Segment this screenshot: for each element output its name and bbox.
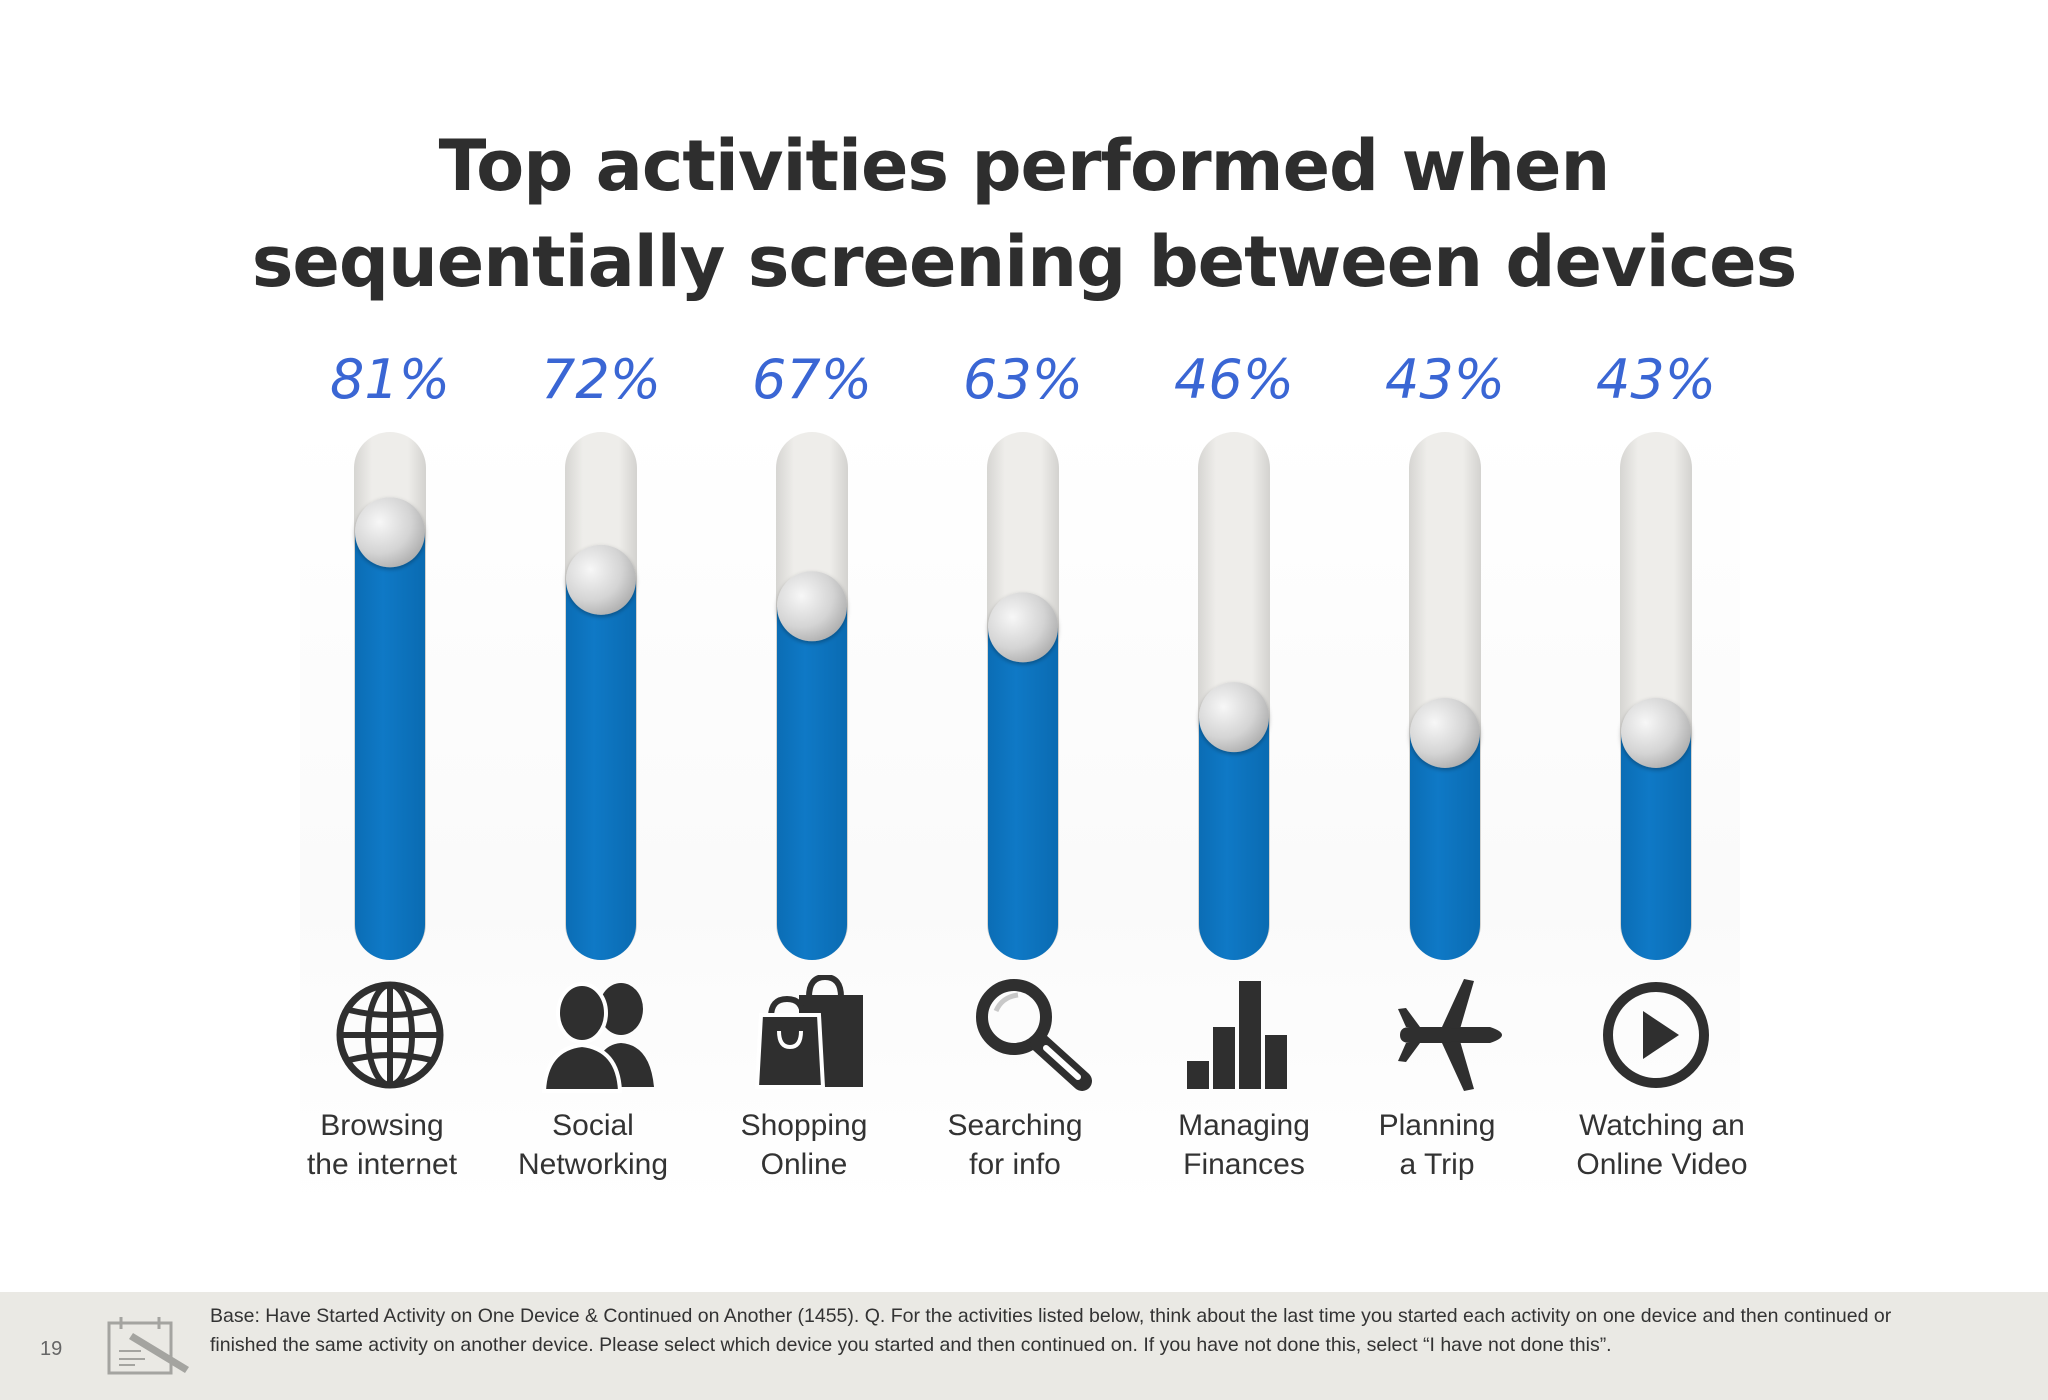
bar-fill bbox=[1410, 732, 1480, 960]
category-label-line: Watching an bbox=[1579, 1109, 1745, 1142]
category-label-line: Online Video bbox=[1576, 1148, 1748, 1181]
play-icon bbox=[1591, 975, 1721, 1095]
value-label-2: 72% bbox=[540, 348, 662, 411]
category-label-line: Shopping bbox=[740, 1109, 868, 1142]
bar-chart-icon bbox=[1169, 975, 1299, 1095]
bar-4 bbox=[987, 432, 1059, 960]
category-label-line: Social bbox=[552, 1109, 634, 1142]
chart-title: Top activities performed when sequential… bbox=[0, 118, 2048, 310]
value-label-3: 67% bbox=[751, 348, 873, 411]
bar-5 bbox=[1198, 432, 1270, 960]
footer-bar bbox=[0, 1292, 2048, 1400]
bar-knob bbox=[1199, 682, 1269, 753]
chart-title-line-1: Top activities performed when bbox=[438, 125, 1611, 207]
category-label-line: a Trip bbox=[1399, 1148, 1475, 1181]
category-label-3: Shopping Online bbox=[694, 1106, 914, 1184]
category-label-line: Searching bbox=[947, 1109, 1083, 1142]
category-label-line: for info bbox=[969, 1148, 1061, 1181]
bar-fill bbox=[777, 606, 847, 960]
category-label-line: Finances bbox=[1183, 1148, 1305, 1181]
bar-7 bbox=[1620, 432, 1692, 960]
notepad-pen-icon bbox=[107, 1317, 189, 1375]
category-label-line: the internet bbox=[306, 1148, 458, 1181]
value-label-1: 81% bbox=[329, 348, 451, 411]
category-label-line: Browsing bbox=[320, 1109, 444, 1142]
bar-2 bbox=[565, 432, 637, 960]
bar-chart bbox=[354, 432, 1692, 960]
category-label-line: Online bbox=[760, 1148, 848, 1181]
globe-icon bbox=[325, 975, 455, 1095]
bar-knob bbox=[1621, 697, 1691, 768]
footnote: Base: Have Started Activity on One Devic… bbox=[210, 1305, 1892, 1356]
airplane-icon bbox=[1380, 975, 1510, 1095]
bar-6 bbox=[1409, 432, 1481, 960]
category-label-line: Networking bbox=[517, 1148, 669, 1181]
bar-fill bbox=[355, 532, 425, 960]
bar-fill bbox=[988, 627, 1058, 960]
category-label-line: Planning bbox=[1378, 1109, 1496, 1142]
bar-fill bbox=[1199, 717, 1269, 960]
bar-fill bbox=[566, 579, 636, 960]
bar-knob bbox=[1410, 697, 1480, 768]
category-label-1: Browsing the internet bbox=[272, 1106, 492, 1184]
value-label-7: 43% bbox=[1595, 348, 1717, 411]
bar-3 bbox=[776, 432, 848, 960]
chart-panel bbox=[300, 420, 1740, 1210]
category-label-6: Planning a Trip bbox=[1327, 1106, 1547, 1184]
people-icon bbox=[536, 975, 666, 1095]
shopping-bags-icon bbox=[747, 973, 877, 1095]
chart-title-line-2: sequentially screening between devices bbox=[251, 221, 1798, 303]
value-label-4: 63% bbox=[962, 348, 1084, 411]
bar-knob bbox=[355, 497, 425, 568]
value-label-6: 43% bbox=[1384, 348, 1506, 411]
bar-knob bbox=[566, 544, 636, 615]
bar-1 bbox=[354, 432, 426, 960]
category-label-7: Watching an Online Video bbox=[1552, 1106, 1772, 1184]
category-label-line: Managing bbox=[1178, 1109, 1310, 1142]
bar-knob bbox=[988, 592, 1058, 663]
magnifier-icon bbox=[966, 975, 1096, 1095]
bar-knob bbox=[777, 571, 847, 642]
category-label-2: Social Networking bbox=[483, 1106, 703, 1184]
category-label-4: Searching for info bbox=[905, 1106, 1125, 1184]
value-label-5: 46% bbox=[1173, 348, 1295, 411]
page-number: 19 bbox=[40, 1338, 63, 1360]
bar-fill bbox=[1621, 732, 1691, 960]
category-label-5: Managing Finances bbox=[1134, 1106, 1354, 1184]
